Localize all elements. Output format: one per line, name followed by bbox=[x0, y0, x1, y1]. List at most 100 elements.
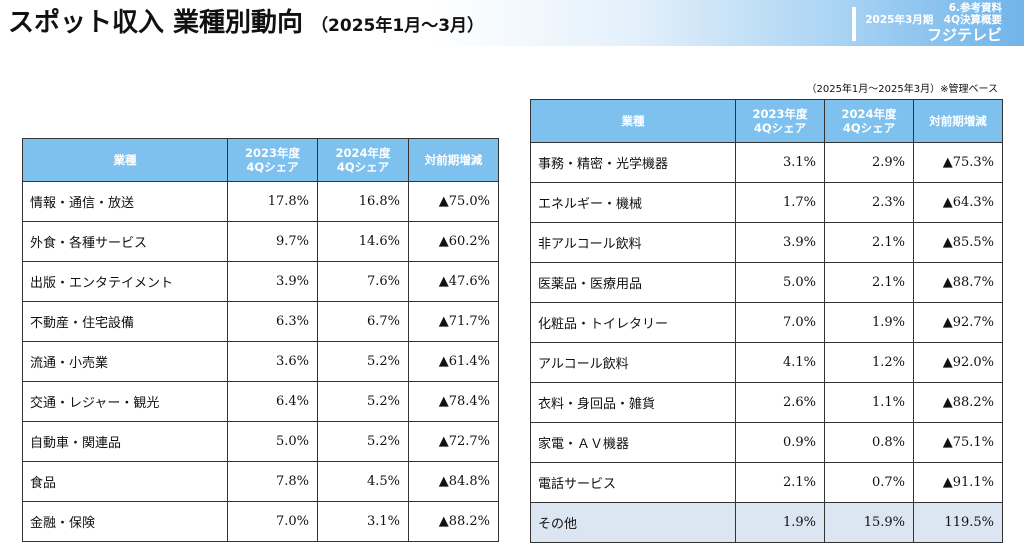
cell-share-2024: 1.9% bbox=[824, 302, 914, 343]
cell-industry: 流通・小売業 bbox=[22, 341, 228, 382]
cell-industry: 金融・保険 bbox=[22, 501, 228, 542]
table-row: 食品 7.8% 4.5% ▲84.8% bbox=[22, 461, 499, 502]
table-row: 金融・保険 7.0% 3.1% ▲88.2% bbox=[22, 501, 499, 542]
cell-yoy: ▲88.2% bbox=[913, 382, 1003, 423]
cell-yoy: ▲60.2% bbox=[408, 221, 499, 262]
cell-industry: 家電・ＡＶ機器 bbox=[530, 422, 736, 463]
cell-share-2023: 2.6% bbox=[735, 382, 825, 423]
cell-share-2024: 0.8% bbox=[824, 422, 914, 463]
col-share-2024-line2: 4Qシェア bbox=[336, 160, 390, 174]
cell-share-2024: 2.9% bbox=[824, 142, 914, 183]
table-row: アルコール飲料 4.1% 1.2% ▲92.0% bbox=[530, 342, 1003, 383]
col-share-2023: 2023年度 4Qシェア bbox=[735, 99, 825, 143]
section-label: 6.参考資料 bbox=[948, 2, 1002, 14]
col-share-2024: 2024年度 4Qシェア bbox=[317, 138, 409, 182]
cell-industry: 食品 bbox=[22, 461, 228, 502]
brand-block: 6.参考資料 2025年3月期 4Q決算概要 フジテレビ bbox=[865, 2, 1002, 45]
page-title: スポット収入 業種別動向 （2025年1月〜3月） bbox=[8, 6, 484, 40]
period-note: （2025年1月〜2025年3月）※管理ベース bbox=[806, 84, 998, 95]
cell-share-2023: 1.7% bbox=[735, 182, 825, 223]
cell-yoy: ▲92.0% bbox=[913, 342, 1003, 383]
cell-yoy: ▲47.6% bbox=[408, 261, 499, 302]
cell-share-2024: 0.7% bbox=[824, 462, 914, 503]
table-body-right: 事務・精密・光学機器 3.1% 2.9% ▲75.3% エネルギー・機械 1.7% 2.3%… bbox=[530, 142, 1003, 543]
report-label: 2025年3月期 4Q決算概要 bbox=[865, 14, 1002, 26]
cell-industry: 交通・レジャー・観光 bbox=[22, 381, 228, 422]
cell-share-2023: 6.3% bbox=[227, 301, 318, 342]
brand-logo-text: フジテレビ bbox=[926, 26, 1002, 44]
cell-share-2024: 1.1% bbox=[824, 382, 914, 423]
col-share-2023-line2: 4Qシェア bbox=[753, 121, 807, 135]
col-share-2023: 2023年度 4Qシェア bbox=[227, 138, 318, 182]
cell-share-2024: 3.1% bbox=[317, 501, 409, 542]
cell-share-2023: 3.1% bbox=[735, 142, 825, 183]
cell-industry: 自動車・関連品 bbox=[22, 421, 228, 462]
industry-table-left: 業種 2023年度 4Qシェア 2024年度 4Qシェア 対前期増減 情報・通信・放… bbox=[22, 138, 499, 542]
cell-yoy: ▲91.1% bbox=[913, 462, 1003, 503]
col-share-2024-line1: 2024年度 bbox=[841, 107, 897, 121]
cell-industry: 非アルコール飲料 bbox=[530, 222, 736, 263]
cell-share-2024: 1.2% bbox=[824, 342, 914, 383]
cell-yoy: ▲75.0% bbox=[408, 181, 499, 222]
cell-share-2023: 3.9% bbox=[735, 222, 825, 263]
table-row: 化粧品・トイレタリー 7.0% 1.9% ▲92.7% bbox=[530, 302, 1003, 343]
cell-yoy: ▲92.7% bbox=[913, 302, 1003, 343]
cell-share-2024: 2.3% bbox=[824, 182, 914, 223]
cell-industry: その他 bbox=[530, 502, 736, 543]
cell-yoy: ▲64.3% bbox=[913, 182, 1003, 223]
table-row: 事務・精密・光学機器 3.1% 2.9% ▲75.3% bbox=[530, 142, 1003, 183]
table-row: 医薬品・医療用品 5.0% 2.1% ▲88.7% bbox=[530, 262, 1003, 303]
cell-share-2023: 2.1% bbox=[735, 462, 825, 503]
table-row: 家電・ＡＶ機器 0.9% 0.8% ▲75.1% bbox=[530, 422, 1003, 463]
table-row: 衣料・身回品・雑貨 2.6% 1.1% ▲88.2% bbox=[530, 382, 1003, 423]
table-row: 自動車・関連品 5.0% 5.2% ▲72.7% bbox=[22, 421, 499, 462]
col-industry: 業種 bbox=[530, 99, 736, 143]
table-row: 交通・レジャー・観光 6.4% 5.2% ▲78.4% bbox=[22, 381, 499, 422]
cell-share-2024: 7.6% bbox=[317, 261, 409, 302]
cell-yoy: ▲61.4% bbox=[408, 341, 499, 382]
cell-share-2024: 16.8% bbox=[317, 181, 409, 222]
cell-yoy: ▲75.1% bbox=[913, 422, 1003, 463]
cell-industry: 外食・各種サービス bbox=[22, 221, 228, 262]
table-row: その他 1.9% 15.9% 119.5% bbox=[530, 502, 1003, 543]
cell-share-2023: 4.1% bbox=[735, 342, 825, 383]
cell-industry: 衣料・身回品・雑貨 bbox=[530, 382, 736, 423]
cell-industry: アルコール飲料 bbox=[530, 342, 736, 383]
cell-share-2024: 5.2% bbox=[317, 421, 409, 462]
cell-share-2023: 6.4% bbox=[227, 381, 318, 422]
table-row: エネルギー・機械 1.7% 2.3% ▲64.3% bbox=[530, 182, 1003, 223]
cell-share-2023: 3.9% bbox=[227, 261, 318, 302]
title-period: （2025年1月〜3月） bbox=[311, 16, 485, 36]
cell-yoy: ▲72.7% bbox=[408, 421, 499, 462]
cell-industry: 不動産・住宅設備 bbox=[22, 301, 228, 342]
cell-share-2023: 7.8% bbox=[227, 461, 318, 502]
cell-yoy: ▲88.7% bbox=[913, 262, 1003, 303]
table-row: 不動産・住宅設備 6.3% 6.7% ▲71.7% bbox=[22, 301, 499, 342]
table-row: 流通・小売業 3.6% 5.2% ▲61.4% bbox=[22, 341, 499, 382]
col-industry: 業種 bbox=[22, 138, 228, 182]
col-share-2024: 2024年度 4Qシェア bbox=[824, 99, 914, 143]
table-row: 情報・通信・放送 17.8% 16.8% ▲75.0% bbox=[22, 181, 499, 222]
cell-yoy: ▲85.5% bbox=[913, 222, 1003, 263]
table-body-left: 情報・通信・放送 17.8% 16.8% ▲75.0% 外食・各種サービス 9.7% 14.… bbox=[22, 181, 499, 542]
cell-share-2023: 5.0% bbox=[735, 262, 825, 303]
header-divider bbox=[852, 7, 856, 41]
cell-industry: エネルギー・機械 bbox=[530, 182, 736, 223]
table-row: 外食・各種サービス 9.7% 14.6% ▲60.2% bbox=[22, 221, 499, 262]
cell-yoy: ▲75.3% bbox=[913, 142, 1003, 183]
cell-yoy: ▲88.2% bbox=[408, 501, 499, 542]
cell-share-2024: 5.2% bbox=[317, 341, 409, 382]
industry-table-right: 業種 2023年度 4Qシェア 2024年度 4Qシェア 対前期増減 事務・精密・光… bbox=[530, 99, 1003, 543]
cell-industry: 情報・通信・放送 bbox=[22, 181, 228, 222]
title-main: スポット収入 業種別動向 bbox=[8, 8, 304, 38]
table-header-row: 業種 2023年度 4Qシェア 2024年度 4Qシェア 対前期増減 bbox=[530, 99, 1003, 143]
cell-industry: 出版・エンタテイメント bbox=[22, 261, 228, 302]
cell-share-2024: 6.7% bbox=[317, 301, 409, 342]
cell-share-2023: 5.0% bbox=[227, 421, 318, 462]
cell-share-2023: 7.0% bbox=[227, 501, 318, 542]
cell-yoy: ▲78.4% bbox=[408, 381, 499, 422]
cell-yoy: ▲71.7% bbox=[408, 301, 499, 342]
cell-share-2024: 2.1% bbox=[824, 222, 914, 263]
cell-industry: 医薬品・医療用品 bbox=[530, 262, 736, 303]
cell-yoy: ▲84.8% bbox=[408, 461, 499, 502]
